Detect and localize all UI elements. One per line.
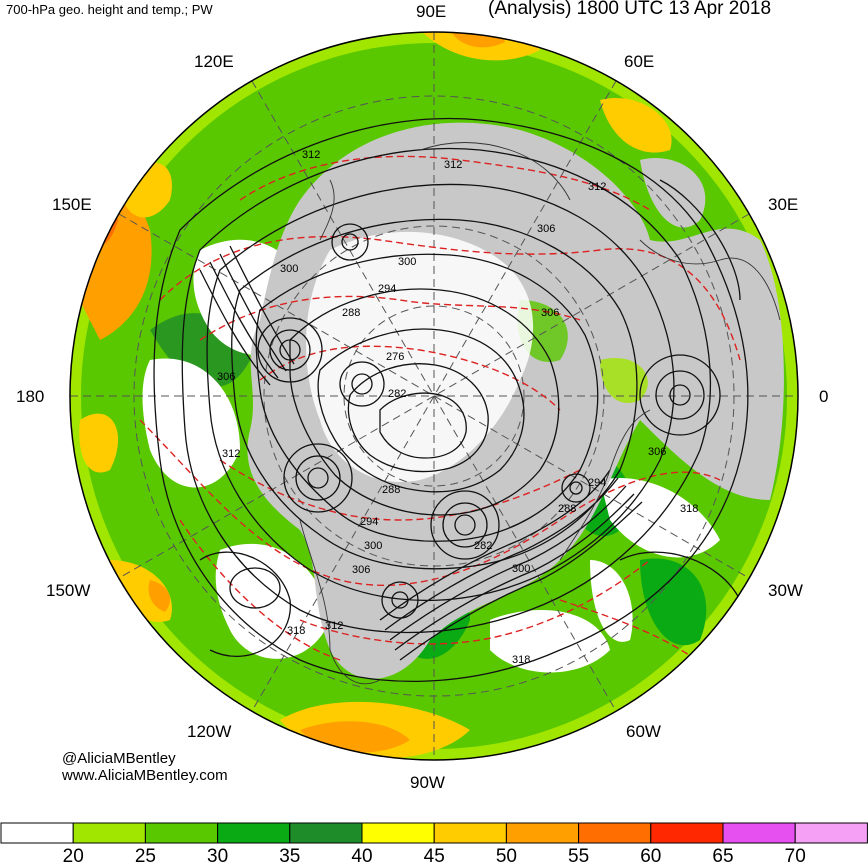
colorbar-label: 20 <box>63 846 84 865</box>
colorbar-swatch <box>144 822 219 844</box>
lon-label-120w: 120W <box>187 722 232 741</box>
colorbar-swatch <box>217 822 291 844</box>
lon-label-30w: 30W <box>768 581 803 600</box>
colorbar-swatch <box>289 822 363 844</box>
lon-label-150w: 150W <box>46 581 91 600</box>
contour-label: 312 <box>588 181 606 193</box>
lon-label-150e: 150E <box>52 195 92 214</box>
colorbar-label: 65 <box>712 846 733 865</box>
precipitable-water-colorbar: 20 25 30 35 40 45 50 55 60 65 70 <box>0 822 868 865</box>
lon-label-90w: 90W <box>410 773 445 792</box>
lon-label-60e: 60E <box>624 52 655 71</box>
coastlines <box>299 142 781 685</box>
contour-label: 306 <box>352 564 370 576</box>
author-handle: @AliciaMBentley <box>62 750 176 767</box>
contour-label: 306 <box>217 371 235 383</box>
map-boundary <box>69 31 799 761</box>
contour-label: 276 <box>386 351 404 363</box>
contour-label: 306 <box>537 223 555 235</box>
colorbar-label: 50 <box>496 846 517 865</box>
colorbar-swatch <box>0 822 74 844</box>
colorbar-swatch <box>578 822 652 844</box>
colorbar-label: 35 <box>279 846 300 865</box>
contour-label: 300 <box>512 563 530 575</box>
author-website: www.AliciaMBentley.com <box>62 767 228 784</box>
contour-label: 288 <box>342 307 360 319</box>
contour-label: 300 <box>398 256 416 268</box>
colorbar-label: 70 <box>785 846 806 865</box>
height-contours <box>153 117 749 691</box>
contour-label: 294 <box>378 283 396 295</box>
contour-label: 318 <box>680 503 698 515</box>
colorbar-swatch <box>722 822 796 844</box>
colorbar-label: 55 <box>568 846 589 865</box>
contour-label: 300 <box>364 540 382 552</box>
chart-subtitle: 700-hPa geo. height and temp.; PW <box>6 2 213 17</box>
lat-lon-grid <box>70 32 798 760</box>
contour-label: 306 <box>648 446 666 458</box>
contour-label: 282 <box>388 388 406 400</box>
colorbar-swatch <box>433 822 507 844</box>
colorbar-label: 40 <box>351 846 372 865</box>
contour-label: 294 <box>360 516 378 528</box>
colorbar-label: 25 <box>135 846 156 865</box>
contour-label: 306 <box>541 307 559 319</box>
lon-label-180: 180 <box>16 387 45 406</box>
contour-value-labels: 312 312 312 306 300 300 294 288 276 282 … <box>217 149 698 666</box>
lon-label-30e: 30E <box>768 195 799 214</box>
colorbar-swatch <box>505 822 580 844</box>
contour-label: 294 <box>588 477 606 489</box>
lon-label-90e: 90E <box>416 2 447 21</box>
colorbar-swatch <box>794 822 868 844</box>
contour-label: 318 <box>512 654 530 666</box>
contour-label: 318 <box>287 625 305 637</box>
author-credit: @AliciaMBentley www.AliciaMBentley.com <box>62 750 228 784</box>
colorbar-label: 60 <box>640 846 661 865</box>
contour-label: 312 <box>222 448 240 460</box>
lon-label-0: 0 <box>819 387 829 406</box>
colorbar-label: 30 <box>207 846 228 865</box>
colorbar-swatch <box>650 822 724 844</box>
lon-label-60w: 60W <box>626 722 661 741</box>
colorbar-label: 45 <box>424 846 445 865</box>
contour-label: 288 <box>382 484 400 496</box>
lon-label-120e: 120E <box>194 52 234 71</box>
analysis-time-title: (Analysis) 1800 UTC 13 Apr 2018 <box>488 0 772 19</box>
contour-label: 300 <box>280 263 298 275</box>
contour-label: 312 <box>444 159 462 171</box>
colorbar-swatch <box>361 822 435 844</box>
contour-label: 312 <box>302 149 320 161</box>
contour-label: 312 <box>325 620 343 632</box>
contour-label: 288 <box>558 503 576 515</box>
contour-label: 282 <box>474 540 492 552</box>
colorbar-labels: 20 25 30 35 40 45 50 55 60 65 70 <box>63 846 806 865</box>
colorbar-swatch <box>72 822 146 844</box>
colorbar-swatches <box>0 822 868 844</box>
